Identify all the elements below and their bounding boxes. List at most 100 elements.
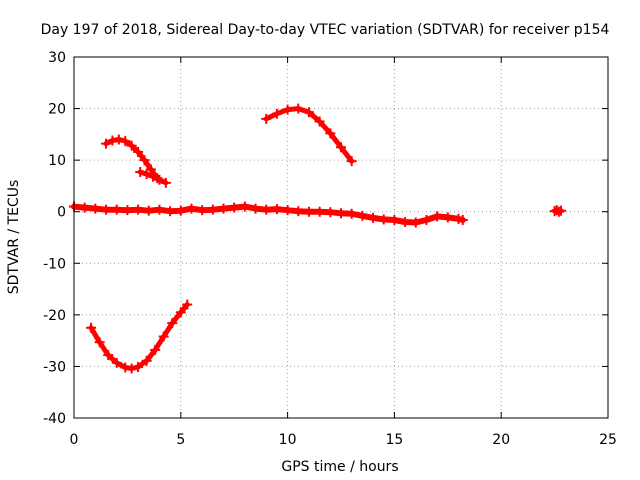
data-point [120, 362, 131, 373]
data-point [90, 203, 101, 214]
data-point [432, 211, 443, 222]
series-isolated-points [549, 205, 567, 217]
data-point [389, 214, 400, 225]
data-point [79, 202, 90, 213]
data-point [314, 116, 325, 127]
y-tick-label: 0 [57, 205, 66, 221]
data-point [175, 205, 186, 216]
data-point [182, 299, 193, 310]
x-tick-label: 0 [70, 432, 79, 448]
data-point [218, 203, 229, 214]
data-point [101, 138, 112, 149]
data-point [368, 212, 379, 223]
data-point [111, 357, 122, 368]
y-tick-label: 20 [48, 102, 66, 118]
data-point [271, 108, 282, 119]
data-point [175, 307, 186, 318]
data-point [271, 204, 282, 215]
data-point [421, 214, 432, 225]
data-point [229, 202, 240, 213]
data-point [135, 167, 146, 178]
data-point [103, 350, 114, 361]
data-point [325, 128, 336, 139]
y-tick-label: 10 [48, 153, 66, 169]
data-point [120, 136, 131, 147]
data-point [186, 203, 197, 214]
data-point [457, 214, 468, 225]
data-point [158, 331, 169, 342]
data-point [400, 217, 411, 228]
data-point [410, 217, 421, 228]
data-point [86, 322, 97, 333]
data-point [293, 103, 304, 114]
y-tick-label: -40 [43, 411, 66, 427]
data-point [160, 177, 171, 188]
data-point [282, 205, 293, 216]
y-tick-label: -10 [43, 256, 66, 272]
data-point [325, 207, 336, 218]
data-point [167, 318, 178, 329]
data-point [141, 169, 152, 180]
data-point [357, 210, 368, 221]
data-point [293, 206, 304, 217]
data-point [94, 337, 105, 348]
y-tick-label: -30 [43, 359, 66, 375]
y-tick-label: 30 [48, 50, 66, 66]
series-main-track [69, 201, 468, 228]
data-point [139, 155, 150, 166]
data-point [113, 134, 124, 145]
y-axis-label: SDTVAR / TECUs [6, 180, 22, 295]
data-point [303, 107, 314, 118]
data-point [556, 205, 567, 216]
data-point [154, 204, 165, 215]
data-point [133, 146, 144, 157]
data-point [282, 104, 293, 115]
data-point [165, 206, 176, 217]
data-point [133, 361, 144, 372]
data-point [250, 203, 261, 214]
data-point [261, 113, 272, 124]
data-point [553, 206, 564, 217]
y-tick-label: -20 [43, 308, 66, 324]
x-tick-label: 25 [599, 432, 617, 448]
data-point [111, 204, 122, 215]
series-layer [69, 103, 567, 374]
data-point [126, 140, 137, 151]
data-point [143, 205, 154, 216]
data-point [107, 135, 118, 146]
data-point [133, 204, 144, 215]
data-point [148, 171, 159, 182]
data-point [101, 204, 112, 215]
series-arc-lower-left [86, 299, 193, 374]
data-point [150, 344, 161, 355]
tick-layer: 0 5 10 15 20 25 -40 -30 -20 -10 0 10 20 30 [43, 50, 617, 448]
data-point [141, 355, 152, 366]
data-point [122, 205, 133, 216]
data-point [442, 212, 453, 223]
x-tick-label: 10 [279, 432, 297, 448]
data-point [314, 206, 325, 217]
chart-title: Day 197 of 2018, Sidereal Day-to-day VTE… [41, 22, 610, 38]
data-point [303, 206, 314, 217]
x-tick-label: 15 [385, 432, 403, 448]
data-point [207, 204, 218, 215]
data-point [126, 363, 137, 374]
data-point [378, 214, 389, 225]
data-point [154, 174, 165, 185]
series-arc-upper-center [261, 103, 357, 167]
data-point [336, 208, 346, 219]
data-point [239, 201, 250, 212]
x-axis-label: GPS time / hours [281, 459, 398, 475]
data-point [346, 156, 357, 167]
x-tick-label: 20 [492, 432, 510, 448]
x-tick-label: 5 [176, 432, 185, 448]
data-point [346, 208, 357, 219]
data-point [261, 204, 272, 215]
plot-frame [73, 56, 609, 419]
data-point [197, 205, 208, 216]
data-point [336, 142, 346, 153]
series-arc-small-left [135, 167, 171, 188]
